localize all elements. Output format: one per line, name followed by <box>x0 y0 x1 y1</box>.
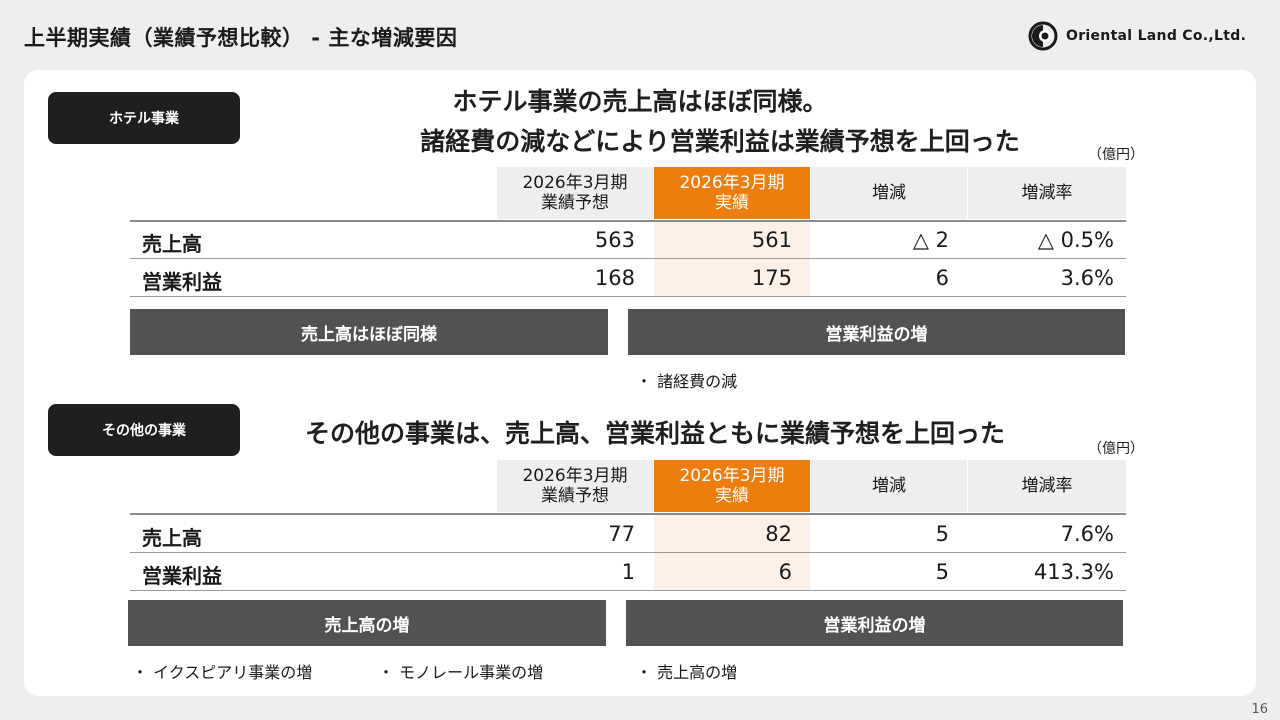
hotel-header-actual-line2: 実績 <box>715 193 749 213</box>
other-section-tag: その他の事業 <box>48 404 240 456</box>
hotel-header-forecast-line1: 2026年3月期 <box>522 173 628 193</box>
company-logo: Oriental Land Co.,Ltd. <box>1028 20 1258 52</box>
hotel-actual-tint-2 <box>654 259 810 296</box>
other-table-rule-mid <box>130 552 1126 553</box>
other-row-label: 売上高 <box>142 526 202 550</box>
hotel-header-change-label: 増減 <box>872 183 906 203</box>
hotel-op-change: 6 <box>935 266 949 290</box>
other-sales-change: 5 <box>935 522 949 546</box>
hotel-section-tag: ホテル事業 <box>48 92 240 144</box>
hotel-header-actual: 2026年3月期 実績 <box>654 167 810 219</box>
hotel-headline-2: 諸経費の減などにより営業利益は業績予想を上回った <box>420 127 1020 156</box>
other-header-forecast-line2: 業績予想 <box>541 486 609 506</box>
hotel-op-factor-bullet: ・ 諸経費の減 <box>636 372 738 391</box>
hotel-op-rate: 3.6% <box>1060 266 1114 290</box>
other-sales-actual: 82 <box>765 522 792 546</box>
other-sales-factor-bullet: ・ モノレール事業の増 <box>378 663 544 682</box>
other-header-change: 増減 <box>811 460 967 512</box>
hotel-factor-sales-bar: 売上高はほぼ同様 <box>130 309 608 355</box>
page-title: 上半期実績（業績予想比較） - 主な増減要因 <box>24 26 458 50</box>
hotel-header-actual-line1: 2026年3月期 <box>679 173 785 193</box>
other-header-forecast-line1: 2026年3月期 <box>522 466 628 486</box>
hotel-row-label: 売上高 <box>142 232 202 256</box>
other-sales-factor-bullet: ・ イクスピアリ事業の増 <box>132 663 313 682</box>
other-header-actual-line2: 実績 <box>715 486 749 506</box>
other-row-label: 営業利益 <box>142 564 222 588</box>
other-op-change: 5 <box>935 560 949 584</box>
hotel-sales-forecast: 563 <box>594 228 635 252</box>
hotel-sales-change: △ 2 <box>912 228 949 252</box>
hotel-sales-actual: 561 <box>751 228 792 252</box>
hotel-header-rate: 増減率 <box>968 167 1126 219</box>
hotel-actual-tint-1 <box>654 222 810 258</box>
other-actual-tint-1 <box>654 515 810 552</box>
other-header-actual: 2026年3月期 実績 <box>654 460 810 512</box>
other-header-rate-label: 増減率 <box>1021 476 1073 496</box>
other-header-forecast: 2026年3月期 業績予想 <box>497 460 653 512</box>
hotel-headline-1: ホテル事業の売上高はほぼ同様。 <box>452 87 828 116</box>
other-factor-op-bar: 営業利益の増 <box>626 600 1123 646</box>
hotel-header-forecast-line2: 業績予想 <box>541 193 609 213</box>
hotel-table-rule-mid <box>130 258 1126 259</box>
other-sales-rate: 7.6% <box>1060 522 1114 546</box>
hotel-table-rule-bottom <box>130 296 1126 297</box>
other-op-rate: 413.3% <box>1033 560 1114 584</box>
other-op-forecast: 1 <box>621 560 635 584</box>
hotel-sales-rate: △ 0.5% <box>1037 228 1114 252</box>
other-table-rule-bottom <box>130 590 1126 591</box>
other-table-rule-top <box>130 513 1126 515</box>
hotel-row-label: 営業利益 <box>142 270 222 294</box>
hotel-header-forecast: 2026年3月期 業績予想 <box>497 167 653 219</box>
other-op-actual: 6 <box>778 560 792 584</box>
other-header-change-label: 増減 <box>872 476 906 496</box>
logo-text: Oriental Land Co.,Ltd. <box>1066 28 1247 44</box>
other-headline: その他の事業は、売上高、営業利益ともに業績予想を上回った <box>304 419 1005 448</box>
other-header-actual-line1: 2026年3月期 <box>679 466 785 486</box>
hotel-op-forecast: 168 <box>594 266 635 290</box>
hotel-op-actual: 175 <box>751 266 792 290</box>
hotel-table-rule-top <box>130 220 1126 222</box>
other-factor-sales-bar: 売上高の増 <box>128 600 606 646</box>
hotel-unit-label: （億円） <box>1088 147 1144 163</box>
other-unit-label: （億円） <box>1088 441 1144 457</box>
hotel-factor-op-bar: 営業利益の増 <box>628 309 1125 355</box>
other-actual-tint-2 <box>654 553 810 590</box>
other-op-factor-bullet: ・ 売上高の増 <box>636 663 738 682</box>
olc-logo-icon <box>1028 21 1058 51</box>
hotel-header-change: 増減 <box>811 167 967 219</box>
page-number: 16 <box>1251 702 1268 717</box>
other-header-rate: 増減率 <box>968 460 1126 512</box>
other-sales-forecast: 77 <box>608 522 635 546</box>
hotel-header-rate-label: 増減率 <box>1021 183 1073 203</box>
